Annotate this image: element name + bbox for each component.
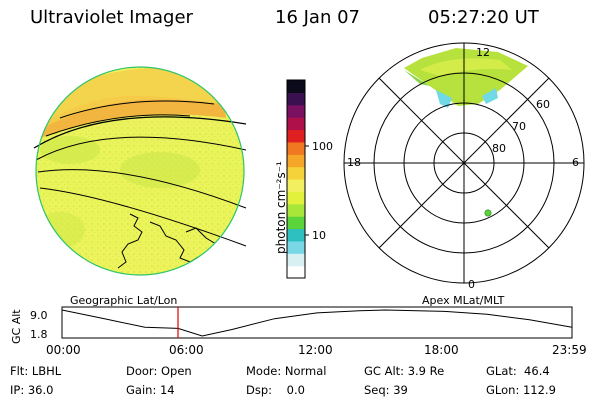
- colorbar-segment: [287, 141, 305, 155]
- mlat-label-60: 60: [536, 98, 550, 111]
- dsp-status: Dsp: 0.0: [246, 383, 305, 397]
- gain-status: Gain: 14: [126, 383, 175, 397]
- altitude-ymax-label: 9.0: [30, 309, 48, 322]
- colorbar-segment: [287, 253, 305, 267]
- observation-time: 05:27:20 UT: [428, 7, 539, 28]
- mlt-label-18: 18: [347, 156, 361, 169]
- mlt-label-6: 6: [572, 156, 579, 169]
- colorbar-segment: [287, 154, 305, 168]
- time-tick-1200: 12:00: [298, 343, 333, 357]
- colorbar-segment: [287, 216, 305, 230]
- colorbar-segment: [287, 104, 305, 118]
- gc-altitude-status: GC Alt: 3.9 Re: [364, 364, 445, 378]
- time-tick-1800: 18:00: [424, 343, 459, 357]
- globe-caption: Geographic Lat/Lon: [70, 294, 178, 307]
- colorbar-segment: [287, 179, 305, 192]
- observation-date: 16 Jan 07: [275, 7, 360, 28]
- filter-status: Flt: LBHL: [10, 364, 62, 378]
- geo-latitude-status: GLat: 46.4: [486, 364, 550, 378]
- mlat-label-70: 70: [512, 120, 526, 133]
- colorbar-segment: [287, 203, 305, 217]
- satellite-footpoint-marker: [484, 209, 492, 217]
- colorbar-segment: [287, 166, 305, 180]
- door-status: Door: Open: [126, 364, 192, 378]
- mode-status: Mode: Normal: [246, 364, 327, 378]
- altitude-ymin-label: 1.8: [30, 328, 48, 341]
- geo-longitude-status: GLon: 112.9: [486, 383, 556, 397]
- ip-status: IP: 36.0: [10, 383, 54, 397]
- mlt-label-12: 12: [476, 46, 490, 59]
- colorbar-segment: [287, 92, 305, 106]
- mlt-label-0: 0: [468, 278, 475, 291]
- colorbar-segment: [287, 117, 305, 131]
- polar-caption: Apex MLat/MLT: [422, 294, 505, 307]
- colorbar-segment: [287, 228, 305, 242]
- colorbar-segment: [287, 265, 305, 279]
- time-tick-0600: 06:00: [169, 343, 204, 357]
- time-tick-2359: 23:59: [552, 343, 587, 357]
- colorbar-segment: [287, 80, 305, 93]
- instrument-title: Ultraviolet Imager: [30, 7, 193, 28]
- mlat-label-80: 80: [492, 142, 506, 155]
- colorbar-segment: [287, 191, 305, 205]
- colorbar-segment: [287, 240, 305, 254]
- colorbar-tick-100: 100: [312, 140, 333, 153]
- time-tick-0000: 00:00: [46, 343, 81, 357]
- altitude-curve: [61, 309, 573, 337]
- colorbar-tick-10: 10: [312, 229, 326, 242]
- colorbar-segment: [287, 129, 305, 143]
- sequence-status: Seq: 39: [364, 383, 408, 397]
